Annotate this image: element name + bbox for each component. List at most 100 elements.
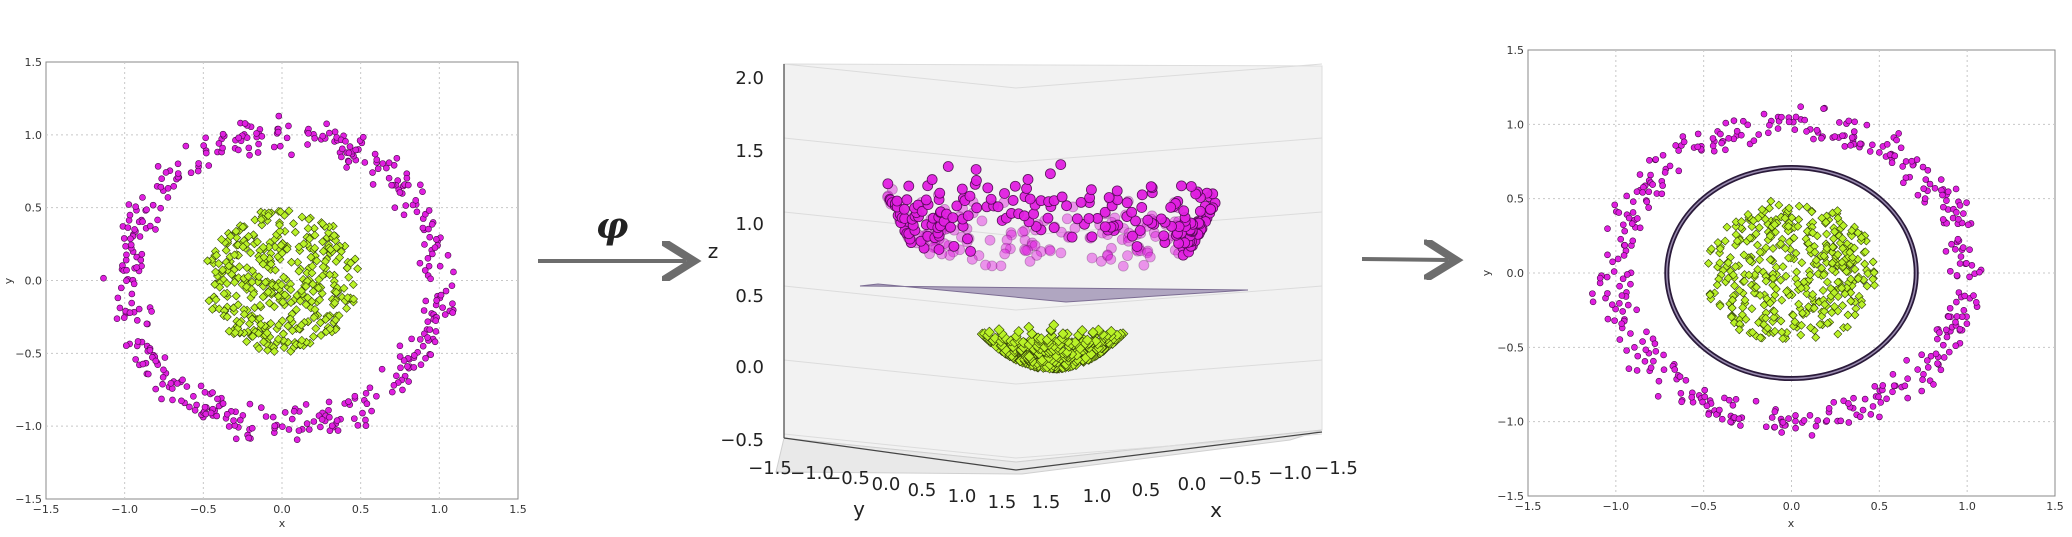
- right-outer-point: [1952, 246, 1959, 253]
- right-outer-point: [1678, 398, 1685, 406]
- 3d-outer-point: [1017, 226, 1028, 238]
- right-outer-point: [1859, 406, 1867, 414]
- 3d-outer-point: [1105, 242, 1117, 254]
- left-outer-point: [215, 140, 223, 147]
- right-outer-point: [1701, 386, 1709, 394]
- 3d-back-pane: [783, 63, 1323, 463]
- right-outer-point: [1610, 268, 1618, 275]
- right-outer-point: [1619, 275, 1627, 283]
- left-inner-point: [297, 286, 306, 296]
- 3d-inner-point: [1105, 325, 1117, 337]
- right-inner-point: [1838, 221, 1848, 231]
- left-inner-point: [246, 248, 255, 258]
- right-inner-point: [1847, 226, 1857, 236]
- left-outer-point: [424, 334, 431, 341]
- right-inner-point: [1860, 259, 1870, 269]
- left-outer-point: [449, 309, 456, 316]
- left-inner-point: [318, 246, 328, 256]
- right-outer-point: [1954, 235, 1962, 243]
- right-outer-point: [1922, 176, 1930, 183]
- right-inner-point: [1748, 327, 1757, 337]
- left-outer-point: [149, 201, 157, 209]
- right-outer-point: [1646, 156, 1653, 164]
- 3d-outer-point: [985, 193, 997, 205]
- 3d-lower-points: [976, 319, 1129, 374]
- right-outer-point: [1801, 116, 1809, 124]
- right-outer-point: [1629, 237, 1637, 245]
- left-outer-point: [269, 413, 277, 421]
- right-outer-point: [1792, 424, 1799, 432]
- right-outer-point: [1660, 366, 1668, 374]
- left-inner-point: [242, 282, 251, 292]
- left-inner-point: [311, 324, 321, 333]
- left-outer-point: [391, 204, 399, 212]
- right-outer-point: [1797, 103, 1804, 111]
- right-inner-point: [1751, 229, 1761, 239]
- right-outer-point: [1944, 188, 1952, 195]
- right-outer-point: [1879, 382, 1887, 389]
- right-outer-point: [1705, 411, 1712, 418]
- left-outer-point: [201, 388, 209, 396]
- left-inner-point: [269, 346, 279, 356]
- right-outer-point: [1803, 128, 1810, 135]
- right-outer-point: [1654, 393, 1662, 400]
- left-inner-point: [342, 303, 352, 313]
- right-inner-point: [1792, 267, 1802, 277]
- 3d-inner-point: [1081, 334, 1093, 346]
- left-inner-point: [214, 259, 224, 268]
- right-outer-point: [1658, 190, 1666, 198]
- left-outer-point: [125, 201, 133, 208]
- right-outer-point: [1845, 419, 1853, 426]
- right-outer-point: [1914, 366, 1921, 373]
- right-outer-point: [1636, 171, 1644, 178]
- right-inner-point: [1774, 200, 1784, 210]
- right-outer-point: [1945, 348, 1953, 356]
- left-outer-point: [326, 129, 333, 137]
- left-inner-point: [348, 280, 358, 290]
- left-inner-point: [276, 240, 286, 250]
- left-inner-point: [331, 288, 341, 297]
- right-inner-point: [1827, 258, 1837, 268]
- left-inner-point: [304, 214, 314, 224]
- left-outer-point: [236, 416, 244, 424]
- left-outer-point: [126, 211, 134, 219]
- right-outer-point: [1675, 147, 1682, 154]
- 3d-outer-point: [1205, 203, 1216, 215]
- right-outer-point: [1792, 412, 1799, 419]
- left-inner-point: [314, 275, 324, 284]
- right-outer-point: [1744, 121, 1752, 129]
- right-outer-point: [1940, 354, 1948, 361]
- left-inner-point: [233, 300, 243, 310]
- left-outer-point: [393, 154, 401, 162]
- right-inner-point: [1771, 262, 1781, 272]
- left-outer-point: [246, 400, 254, 408]
- right-outer-point: [1942, 248, 1950, 255]
- right-inner-point: [1753, 240, 1762, 250]
- right-outer-point: [1875, 393, 1882, 401]
- left-inner-point: [278, 297, 288, 307]
- 3d-x-tick-label: −0.5: [1218, 468, 1262, 489]
- left-inner-point: [224, 326, 234, 336]
- left-outer-point: [439, 304, 446, 311]
- right-inner-point: [1705, 290, 1715, 300]
- left-outer-point: [159, 380, 166, 388]
- left-outer-point: [362, 390, 370, 397]
- right-inner-point: [1739, 276, 1749, 286]
- right-inner-point: [1727, 312, 1736, 322]
- right-outer-point: [1953, 209, 1960, 216]
- left-outer-point: [385, 174, 393, 182]
- left-y-tick-label: 1.5: [25, 56, 43, 69]
- right-inner-point: [1817, 213, 1827, 223]
- left-inner-point: [282, 244, 292, 254]
- left-outer-point: [154, 163, 162, 170]
- right-outer-point: [1615, 209, 1623, 216]
- right-inner-point: [1810, 247, 1820, 257]
- left-outer-point: [359, 409, 366, 417]
- left-inner-point: [273, 334, 283, 344]
- left-inner-point: [285, 314, 295, 324]
- left-outer-point: [442, 287, 450, 295]
- right-inner-point: [1853, 274, 1863, 284]
- right-outer-point: [1655, 377, 1663, 385]
- 3d-z-tick-label: 2.0: [735, 68, 764, 89]
- left-outer-point: [325, 398, 333, 406]
